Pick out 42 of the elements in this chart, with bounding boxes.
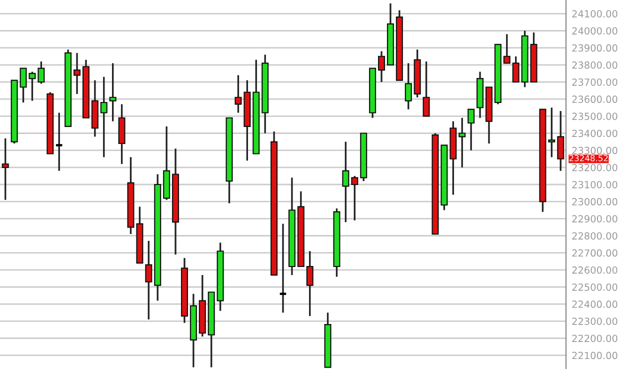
- candlestick: [468, 108, 475, 152]
- y-tick-label: 22300.00: [572, 318, 618, 325]
- candlestick: [306, 250, 314, 317]
- y-tick-label: 24000.00: [572, 27, 618, 35]
- text: 23248.52: [569, 154, 608, 162]
- candlestick: [278, 222, 288, 314]
- candlestick: [342, 140, 350, 223]
- candlestick: [109, 62, 116, 122]
- y-tick-label: 23400.00: [572, 130, 618, 138]
- candlestick: [100, 76, 108, 158]
- candlestick: [351, 175, 358, 222]
- y-tick-label: 23000.00: [572, 198, 618, 206]
- candlestick: [74, 52, 81, 95]
- y-tick-label: 22900.00: [572, 215, 618, 222]
- candlestick: [512, 56, 520, 83]
- y-tick-label: 23200.00: [572, 164, 618, 172]
- y-tick-label: 23900.00: [572, 44, 618, 52]
- y-tick-label: 22700.00: [572, 249, 618, 257]
- candlestick: [2, 138, 9, 201]
- y-tick-label: 22400.00: [572, 300, 618, 308]
- y-tick-label: 23600.00: [572, 96, 618, 103]
- y-tick-label: 23500.00: [572, 112, 618, 120]
- candlestick: [54, 112, 64, 172]
- candlestick: [422, 60, 430, 117]
- y-tick-label: 23700.00: [572, 78, 618, 86]
- y-tick-label: 23800.00: [572, 61, 618, 69]
- y-tick-label: 22800.00: [572, 232, 618, 240]
- y-tick-label: 22100.00: [572, 352, 618, 360]
- candlestick: [404, 62, 412, 110]
- candlestick: [503, 33, 510, 64]
- candlestick: [378, 50, 386, 83]
- y-tick-label: 22600.00: [572, 266, 618, 274]
- candlestick: [557, 110, 564, 172]
- candlestick: [458, 117, 466, 168]
- y-tick-label: 24100.00: [572, 10, 618, 18]
- y-tick-label: 23100.00: [572, 180, 618, 188]
- y-tick-label: 23300.00: [572, 146, 618, 154]
- y-tick-label: 22500.00: [572, 283, 618, 291]
- candlestick: [145, 240, 152, 320]
- y-tick-label: 22200.00: [572, 334, 618, 342]
- candlestick: [234, 74, 242, 114]
- candlestick: [548, 106, 556, 158]
